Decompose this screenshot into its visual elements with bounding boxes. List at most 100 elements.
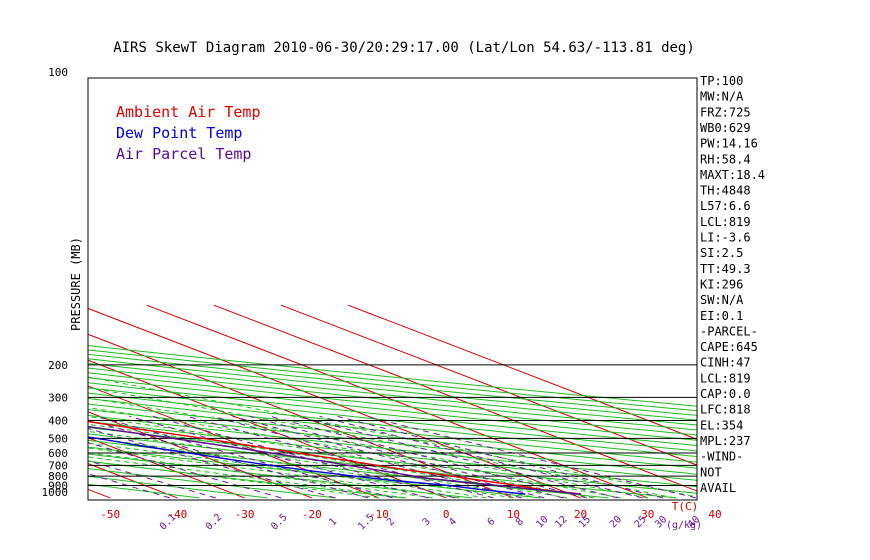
bottom-temp-tick-label: 0 <box>443 508 450 521</box>
data-point <box>97 437 99 440</box>
plot-frame <box>87 77 698 501</box>
mixing-ratio-line <box>129 415 429 499</box>
info-panel-item: MPL:237 <box>700 434 751 448</box>
dry-adiabat <box>88 414 697 481</box>
data-point <box>450 475 453 477</box>
mixing-unit-label: (g/kg) <box>666 520 702 531</box>
dry-adiabat <box>88 453 473 499</box>
info-panel-item: MAXT:18.4 <box>700 168 765 182</box>
dry-adiabat <box>88 362 697 426</box>
mixing-ratio-line <box>366 415 697 499</box>
mixing-ratio-tick-label: 3 <box>421 516 433 528</box>
pressure-tick-label: 100 <box>48 66 68 79</box>
data-point <box>424 477 427 479</box>
data-point <box>482 489 485 491</box>
bottom-temp-tick-label: -20 <box>302 508 322 521</box>
moist-adiabat <box>88 437 514 499</box>
chart-title: AIRS SkewT Diagram 2010-06-30/20:29:17.0… <box>113 40 695 56</box>
mixing-ratio-line <box>88 460 216 499</box>
data-point <box>112 429 114 431</box>
info-panel-item: NOT <box>700 465 722 479</box>
dry-adiabat <box>88 367 697 431</box>
moist-adiabat <box>88 423 568 499</box>
data-point <box>452 480 454 482</box>
data-point <box>41 420 43 422</box>
mixing-ratio-line <box>152 415 456 499</box>
dry-adiabat <box>88 446 541 499</box>
pressure-tick-label: 400 <box>48 415 68 428</box>
mixing-ratio-line <box>319 415 643 499</box>
dry-adiabat <box>88 392 697 458</box>
info-panel-item: KI:296 <box>700 277 743 291</box>
info-panel-item: FRZ:725 <box>700 105 751 119</box>
data-point <box>144 429 146 431</box>
data-point <box>270 452 272 454</box>
info-panel-item: -WIND- <box>700 450 743 464</box>
mixing-ratio-tick-label: 1 <box>327 516 339 528</box>
data-point <box>348 464 350 467</box>
legend-dewpoint: Dew Point Temp <box>116 124 242 142</box>
mixing-ratio-tick-label: 6 <box>486 516 498 528</box>
info-panel-item: TT:49.3 <box>700 262 751 276</box>
info-panel-item: EI:0.1 <box>700 309 743 323</box>
y-axis-label: PRESSURE (MB) <box>69 237 83 331</box>
info-panel-item: CINH:47 <box>700 356 751 370</box>
data-point <box>252 445 254 447</box>
moist-adiabat <box>88 407 621 499</box>
mixing-ratio-line <box>337 415 664 499</box>
dry-adiabat <box>88 382 697 447</box>
dry-adiabat <box>88 345 697 407</box>
mixing-ratio-line <box>187 415 494 499</box>
mixing-ratio-line <box>212 415 522 499</box>
bottom-temp-tick-label: -50 <box>100 508 120 521</box>
moist-adiabat <box>88 430 541 499</box>
mixing-ratio-tick-label: 0.5 <box>269 512 290 533</box>
info-panel-item: -PARCEL- <box>700 324 758 338</box>
data-point <box>376 464 379 467</box>
info-panel-item: EL:354 <box>700 418 743 432</box>
dewpoint-line <box>88 436 525 495</box>
info-panel-item: LCL:819 <box>700 371 751 385</box>
info-panel-item: WB0:629 <box>700 121 751 135</box>
profiles <box>33 420 582 495</box>
mixing-ratio-line <box>88 419 369 499</box>
data-point <box>381 470 384 472</box>
bottom-temp-tick-label: 10 <box>507 508 520 521</box>
data-point <box>310 470 313 472</box>
dry-adiabat <box>88 475 268 499</box>
data-point <box>496 484 499 487</box>
data-point <box>270 464 272 467</box>
data-point <box>412 475 415 477</box>
data-point <box>33 429 35 431</box>
data-point <box>141 445 143 447</box>
bottom-temp-tick-label: 30 <box>641 508 654 521</box>
moist-adiabat <box>88 376 697 498</box>
isotherm-line <box>280 304 697 466</box>
dry-adiabat <box>88 372 697 436</box>
dry-adiabat <box>88 377 697 441</box>
dry-adiabat <box>88 398 697 463</box>
mixing-ratio-line <box>270 415 587 499</box>
pressure-tick-label: 700 <box>48 459 68 472</box>
data-point <box>579 493 582 495</box>
dry-adiabat <box>88 353 697 416</box>
info-panel-item: MW:N/A <box>700 90 744 104</box>
dry-adiabat <box>88 358 697 421</box>
mixing-ratio-tick-label: 10 <box>534 514 550 530</box>
bottom-temp-tick-label: 40 <box>708 508 721 521</box>
mixing-ratio-tick-label: 4 <box>447 516 459 528</box>
mixing-ratio-line <box>88 427 336 499</box>
data-point <box>229 458 231 461</box>
info-panel-item: AVAIL <box>700 481 736 495</box>
info-panel-item: LFC:818 <box>700 403 751 417</box>
legend-parcel: Air Parcel Temp <box>116 145 251 163</box>
data-point <box>188 452 190 454</box>
thermo-grid <box>88 304 697 499</box>
info-panel-item: CAP:0.0 <box>700 387 751 401</box>
mixing-ratio-tick-label: 12 <box>553 514 569 530</box>
data-point <box>202 437 205 440</box>
data-point <box>79 420 81 422</box>
mixing-ratio-line <box>232 415 545 499</box>
